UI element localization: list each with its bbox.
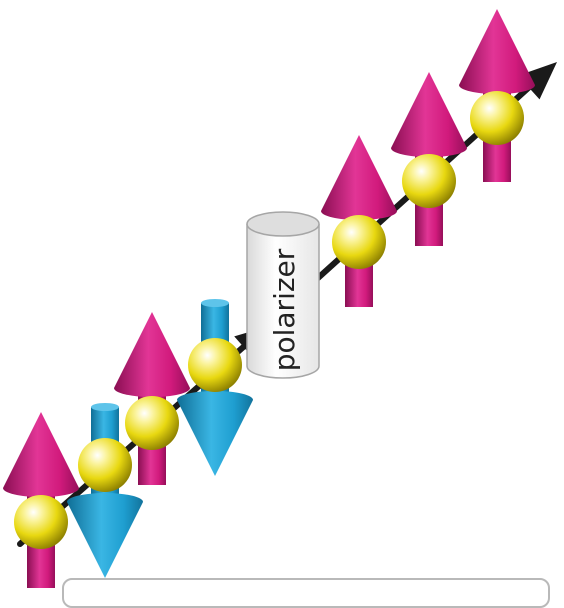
particle-sphere [125,396,179,450]
spin-down-arrow-cap [91,403,119,411]
spin-down-arrow-cap [201,299,229,307]
spin-up-arrow [321,135,397,220]
spin-down-arrow [67,493,143,578]
particle-sphere [188,338,242,392]
spin-down-arrow [177,391,253,476]
spin-up-arrow [459,9,535,94]
polarizer-top [246,211,320,237]
polarizer-label: polarizer [268,248,301,371]
spin-up-arrow [391,72,467,157]
particle-sphere [470,91,524,145]
particle-sphere [402,154,456,208]
caption-box [62,578,550,608]
outgoing-beam-arrowhead [518,62,557,100]
spin-up-arrow [114,312,190,397]
particle-sphere [78,438,132,492]
polarizer-body [246,224,320,379]
polarizer: polarizer [246,211,320,379]
particle-sphere [14,495,68,549]
particle-sphere [332,215,386,269]
spin-up-arrow [3,412,79,497]
spin-polarizer-diagram: polarizer [3,9,557,588]
